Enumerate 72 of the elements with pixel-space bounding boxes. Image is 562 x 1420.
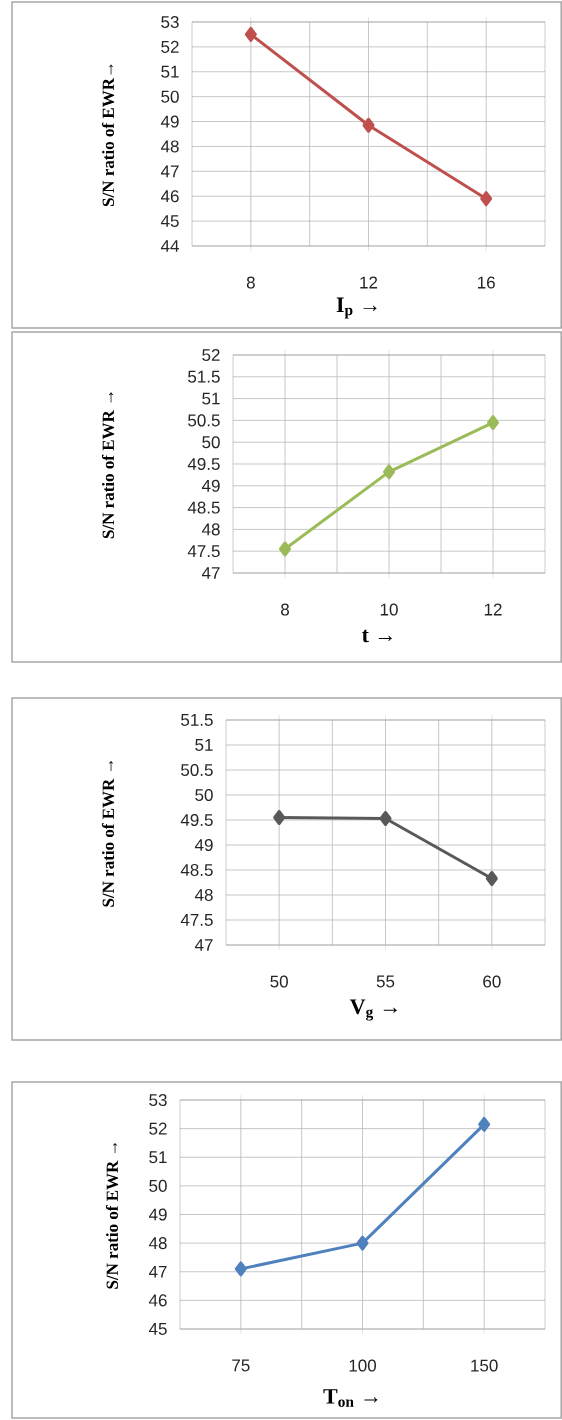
x-tick-label: 50 <box>270 975 288 988</box>
x-tick-label: 10 <box>380 603 398 616</box>
y-tick-label: 53 <box>161 15 179 29</box>
point <box>478 1116 491 1132</box>
point <box>234 1261 247 1277</box>
y-tick-label: 50 <box>149 1179 167 1192</box>
point <box>485 870 498 886</box>
y-tick-label: 51 <box>195 739 213 751</box>
y-tick-label: 51.5 <box>181 714 213 726</box>
y-tick-label: 52 <box>202 348 220 362</box>
y-tick-label: 50 <box>161 90 179 103</box>
x-tick-label: 75 <box>232 1359 250 1372</box>
y-tick-label: 50.5 <box>188 414 220 427</box>
y-tick-label: 51.5 <box>188 370 220 383</box>
y-tick-label: 50.5 <box>181 763 213 777</box>
y-tick-label: 51 <box>149 1151 167 1164</box>
y-tick-label: 45 <box>160 215 179 228</box>
y-tick-label: 47 <box>148 1265 167 1278</box>
y-tick-label: 52 <box>161 40 179 53</box>
point <box>244 26 257 42</box>
x-axis-title: I$_{p}$ → <box>336 297 377 319</box>
x-tick-label: 8 <box>246 276 255 289</box>
y-tick-label: 48.5 <box>180 863 213 877</box>
point <box>273 809 286 825</box>
point <box>379 810 392 826</box>
y-tick-label: 49 <box>201 479 220 492</box>
x-tick-label: 16 <box>478 276 495 289</box>
y-tick-label: 47 <box>160 165 179 178</box>
y-tick-label: 44 <box>160 240 179 252</box>
x-tick-label: 12 <box>484 603 502 616</box>
y-tick-label: 48 <box>148 1237 167 1250</box>
y-tick-label: 50 <box>202 436 220 449</box>
x-axis-title: t → <box>361 629 392 643</box>
y-tick-label: 50 <box>195 788 213 802</box>
point <box>362 117 375 133</box>
y-axis-title: S/N ratio of EWR → <box>105 1142 119 1289</box>
y-axis-title: S/N ratio of EWR → <box>101 760 115 907</box>
y-tick-label: 53 <box>149 1093 167 1107</box>
x-axis-title: V$_{g}$ → <box>349 999 397 1021</box>
y-axis-title: S/N ratio of EWR → <box>101 392 115 539</box>
y-tick-label: 51 <box>161 65 179 78</box>
y-tick-label: 49.5 <box>180 813 213 827</box>
x-axis-title: T$_{on}$ → <box>323 1389 378 1407</box>
y-tick-label: 49.5 <box>187 457 220 471</box>
y-tick-label: 48.5 <box>187 501 220 514</box>
y-tick-label: 45 <box>148 1323 167 1335</box>
x-tick-label: 8 <box>281 603 289 616</box>
point <box>480 191 493 207</box>
point <box>356 1235 369 1251</box>
y-tick-label: 47.5 <box>180 914 213 926</box>
y-tick-label: 46 <box>160 190 179 203</box>
x-tick-label: 55 <box>376 975 395 988</box>
y-tick-label: 49 <box>160 115 179 128</box>
y-axis-title: S/N ratio of EWR→ <box>101 64 115 207</box>
y-tick-label: 47.5 <box>187 545 220 558</box>
x-tick-label: 150 <box>471 1359 498 1372</box>
x-tick-label: 60 <box>483 975 501 988</box>
x-tick-label: 100 <box>349 1359 377 1372</box>
y-tick-label: 49 <box>148 1208 167 1221</box>
y-tick-label: 48 <box>160 140 179 153</box>
y-tick-label: 46 <box>148 1294 167 1307</box>
y-tick-label: 48 <box>194 888 213 902</box>
y-tick-label: 49 <box>194 838 213 852</box>
y-tick-label: 47 <box>194 939 213 951</box>
point <box>383 464 396 480</box>
point <box>487 415 499 431</box>
y-tick-label: 52 <box>149 1122 167 1135</box>
x-tick-label: 12 <box>360 276 378 289</box>
y-tick-label: 51 <box>202 392 220 405</box>
y-tick-label: 47 <box>201 567 220 579</box>
y-tick-label: 48 <box>201 523 220 536</box>
point <box>279 541 291 557</box>
